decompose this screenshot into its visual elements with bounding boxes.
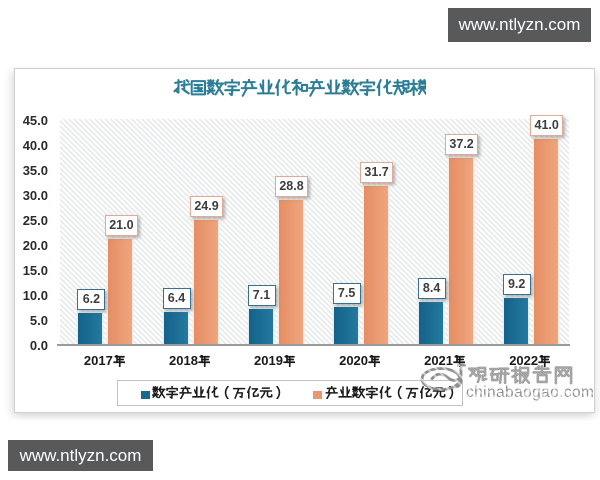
svg-text:chinabaogao.com: chinabaogao.com [466,384,594,401]
